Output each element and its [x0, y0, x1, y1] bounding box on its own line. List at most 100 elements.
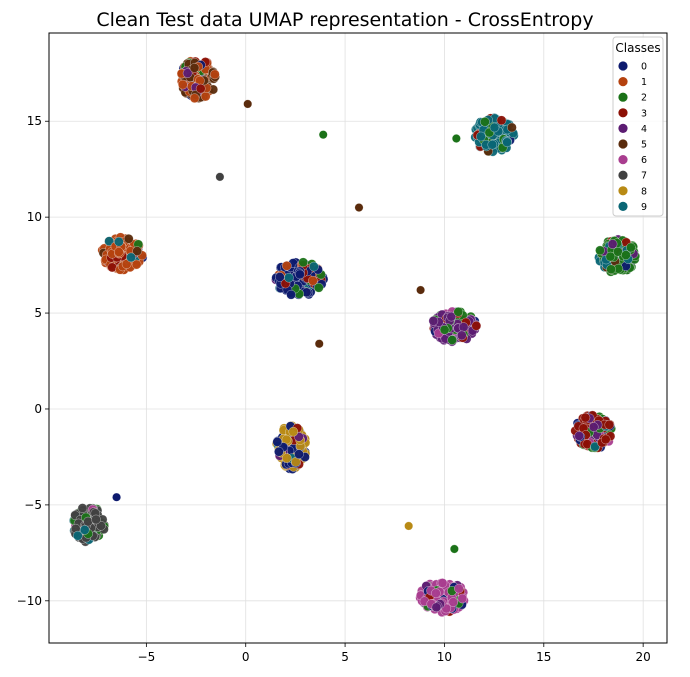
legend-label: 3	[641, 108, 647, 119]
x-axis: −5 0 5 10 15 20	[138, 643, 651, 664]
point-class-4	[458, 322, 469, 332]
cluster-top-left	[176, 56, 220, 103]
point-class-6	[448, 597, 459, 607]
point-class-4	[607, 239, 618, 249]
x-tick-label: 20	[636, 650, 651, 664]
cluster-mid-right	[428, 306, 482, 347]
point-class-2	[314, 282, 324, 293]
point-class-5	[132, 246, 142, 256]
point-class-3	[195, 83, 206, 94]
point-class-2	[447, 335, 457, 345]
point-class-3	[471, 321, 482, 331]
legend-label: 9	[641, 202, 647, 213]
point-class-5	[123, 234, 134, 244]
point-class-1	[282, 261, 292, 271]
cluster-lower-center	[271, 420, 311, 474]
outlier-point-class-0	[112, 492, 121, 502]
legend-item: 0	[618, 61, 647, 73]
point-class-1	[121, 259, 132, 269]
outlier-point-class-8	[404, 521, 414, 531]
point-class-9	[73, 530, 83, 541]
point-class-9	[114, 236, 124, 247]
legend-item: 2	[618, 92, 647, 104]
point-class-0	[286, 289, 296, 300]
y-tick-label: −5	[24, 498, 42, 512]
legend-item: 6	[618, 155, 647, 166]
point-class-4	[428, 316, 439, 326]
point-class-4	[588, 422, 599, 432]
outlier-point-class-2	[452, 134, 461, 143]
cluster-top-right	[470, 113, 519, 157]
point-class-1	[114, 247, 124, 257]
point-class-6	[431, 588, 441, 599]
legend-label: 8	[641, 186, 647, 197]
y-tick-label: 5	[34, 306, 42, 320]
point-class-2	[606, 264, 616, 275]
legend-marker	[618, 108, 628, 118]
point-class-5	[189, 63, 200, 73]
point-class-9	[489, 122, 500, 133]
legend-item: 4	[618, 123, 647, 135]
point-class-4	[457, 330, 467, 341]
x-tick-label: 0	[242, 650, 250, 664]
legend-item: 3	[618, 108, 647, 119]
legend-marker	[618, 201, 628, 211]
legend-marker	[618, 61, 628, 71]
point-class-0	[274, 446, 284, 457]
point-class-2	[439, 325, 450, 335]
point-class-3	[107, 262, 117, 273]
point-class-4	[431, 602, 442, 613]
cluster-right	[594, 234, 640, 277]
outlier-point-class-5	[243, 99, 253, 109]
point-class-9	[476, 131, 486, 142]
legend-marker	[618, 186, 628, 196]
outlier-point-class-5	[354, 203, 364, 212]
point-class-3	[600, 434, 611, 445]
legend-item: 1	[618, 77, 647, 88]
legend-marker	[618, 92, 628, 102]
x-tick-label: −5	[138, 650, 156, 664]
point-class-0	[272, 437, 283, 447]
point-class-3	[580, 412, 591, 423]
point-class-9	[284, 272, 294, 283]
point-class-2	[621, 250, 631, 260]
point-class-1	[189, 93, 200, 103]
point-class-5	[507, 122, 517, 133]
x-tick-label: 15	[536, 650, 551, 664]
legend-label: 6	[641, 155, 647, 166]
legend-marker	[618, 155, 628, 165]
cluster-bottom-left	[69, 503, 110, 547]
point-class-4	[446, 311, 457, 322]
point-class-2	[605, 251, 616, 262]
point-class-0	[275, 272, 285, 282]
point-class-7	[96, 521, 106, 531]
grid-lines	[49, 33, 667, 643]
legend-item: 5	[618, 139, 647, 151]
point-class-6	[457, 593, 468, 604]
point-class-7	[77, 503, 88, 513]
point-class-1	[308, 275, 318, 286]
outlier-point-class-2	[318, 130, 328, 140]
legend-item: 7	[618, 170, 647, 182]
outlier-point-class-5	[314, 339, 324, 349]
legend-item: 8	[618, 186, 647, 197]
point-class-7	[91, 514, 101, 525]
legend-item: 9	[618, 201, 647, 213]
point-class-2	[480, 117, 490, 127]
legend-label: 4	[641, 124, 647, 135]
point-class-9	[502, 137, 512, 148]
point-class-9	[487, 139, 498, 150]
point-class-2	[626, 242, 636, 253]
scatter-points	[69, 56, 640, 617]
plot-area-frame	[48, 32, 668, 644]
point-class-0	[294, 449, 304, 459]
legend-label: 5	[641, 140, 647, 151]
chart-title: Clean Test data UMAP representation - Cr…	[96, 9, 593, 31]
point-class-1	[131, 259, 142, 270]
point-class-9	[309, 261, 319, 272]
point-class-6	[437, 578, 448, 588]
cluster-lower-right	[570, 410, 616, 453]
legend-marker	[618, 123, 628, 133]
x-tick-label: 10	[437, 650, 452, 664]
